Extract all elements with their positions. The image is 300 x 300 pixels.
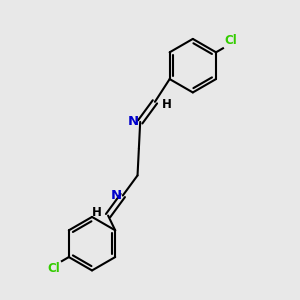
Text: Cl: Cl xyxy=(224,34,237,47)
Text: Cl: Cl xyxy=(48,262,61,275)
Text: H: H xyxy=(162,98,172,111)
Text: N: N xyxy=(128,116,139,128)
Text: H: H xyxy=(92,206,102,219)
Text: N: N xyxy=(110,189,122,202)
